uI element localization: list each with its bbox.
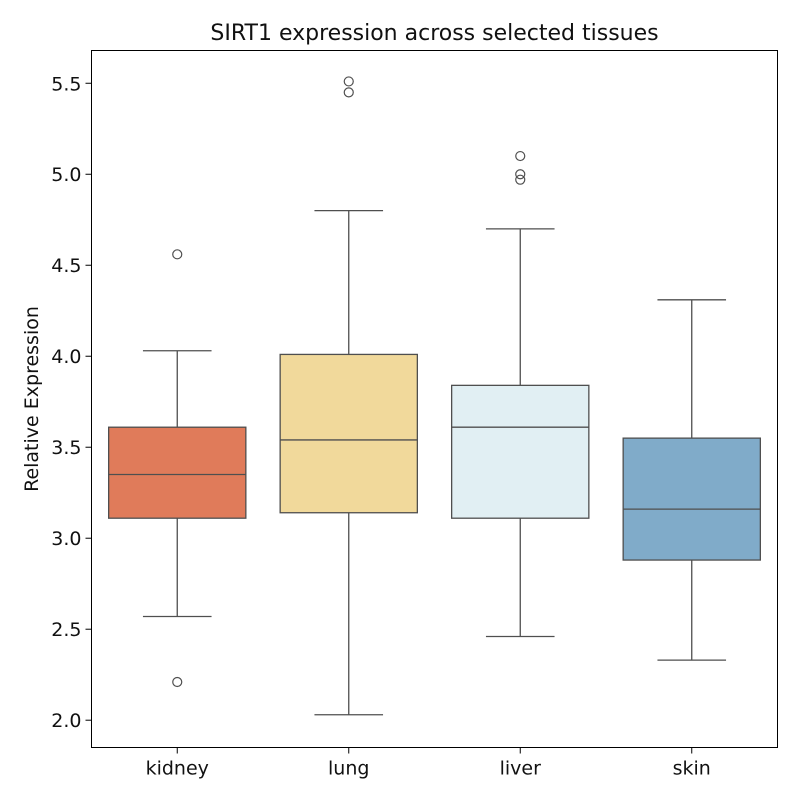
box-iqr — [108, 426, 247, 519]
chart-title: SIRT1 expression across selected tissues — [210, 21, 658, 46]
outlier-point — [515, 150, 526, 162]
y-tick-label: 3.0 — [51, 528, 81, 550]
plot-frame — [91, 50, 778, 748]
x-tick-label: kidney — [146, 758, 209, 780]
y-axis: 2.0 2.5 3.0 3.5 4.0 4.5 5.0 5.5 — [51, 73, 92, 732]
outlier-point — [172, 249, 183, 260]
y-tick-label: 4.5 — [51, 255, 81, 277]
box-skin — [622, 299, 762, 661]
outlier-point — [515, 174, 526, 185]
y-tick-label: 2.0 — [51, 710, 81, 732]
outlier-point — [515, 169, 526, 180]
box-iqr — [279, 353, 418, 514]
box-layer — [108, 76, 762, 716]
box-iqr — [622, 437, 762, 561]
y-tick-label: 3.5 — [51, 437, 81, 459]
y-tick-label: 5.0 — [51, 164, 81, 186]
box-iqr — [450, 384, 590, 519]
box-liver — [450, 150, 590, 638]
y-tick-label: 4.0 — [51, 346, 81, 368]
y-tick-label: 2.5 — [51, 619, 81, 641]
x-tick-label: liver — [500, 758, 541, 780]
box-lung — [279, 76, 418, 716]
outlier-point — [343, 76, 354, 87]
box-kidney — [108, 249, 247, 688]
x-tick-label: skin — [673, 758, 711, 780]
plot-area — [91, 50, 778, 748]
x-tick-label: lung — [328, 758, 369, 780]
outlier-point — [172, 676, 183, 688]
outlier-point — [343, 87, 354, 98]
x-axis: kidney lung liver skin — [146, 747, 711, 780]
y-axis-label: Relative Expression — [21, 306, 43, 492]
y-tick-label: 5.5 — [51, 73, 81, 95]
